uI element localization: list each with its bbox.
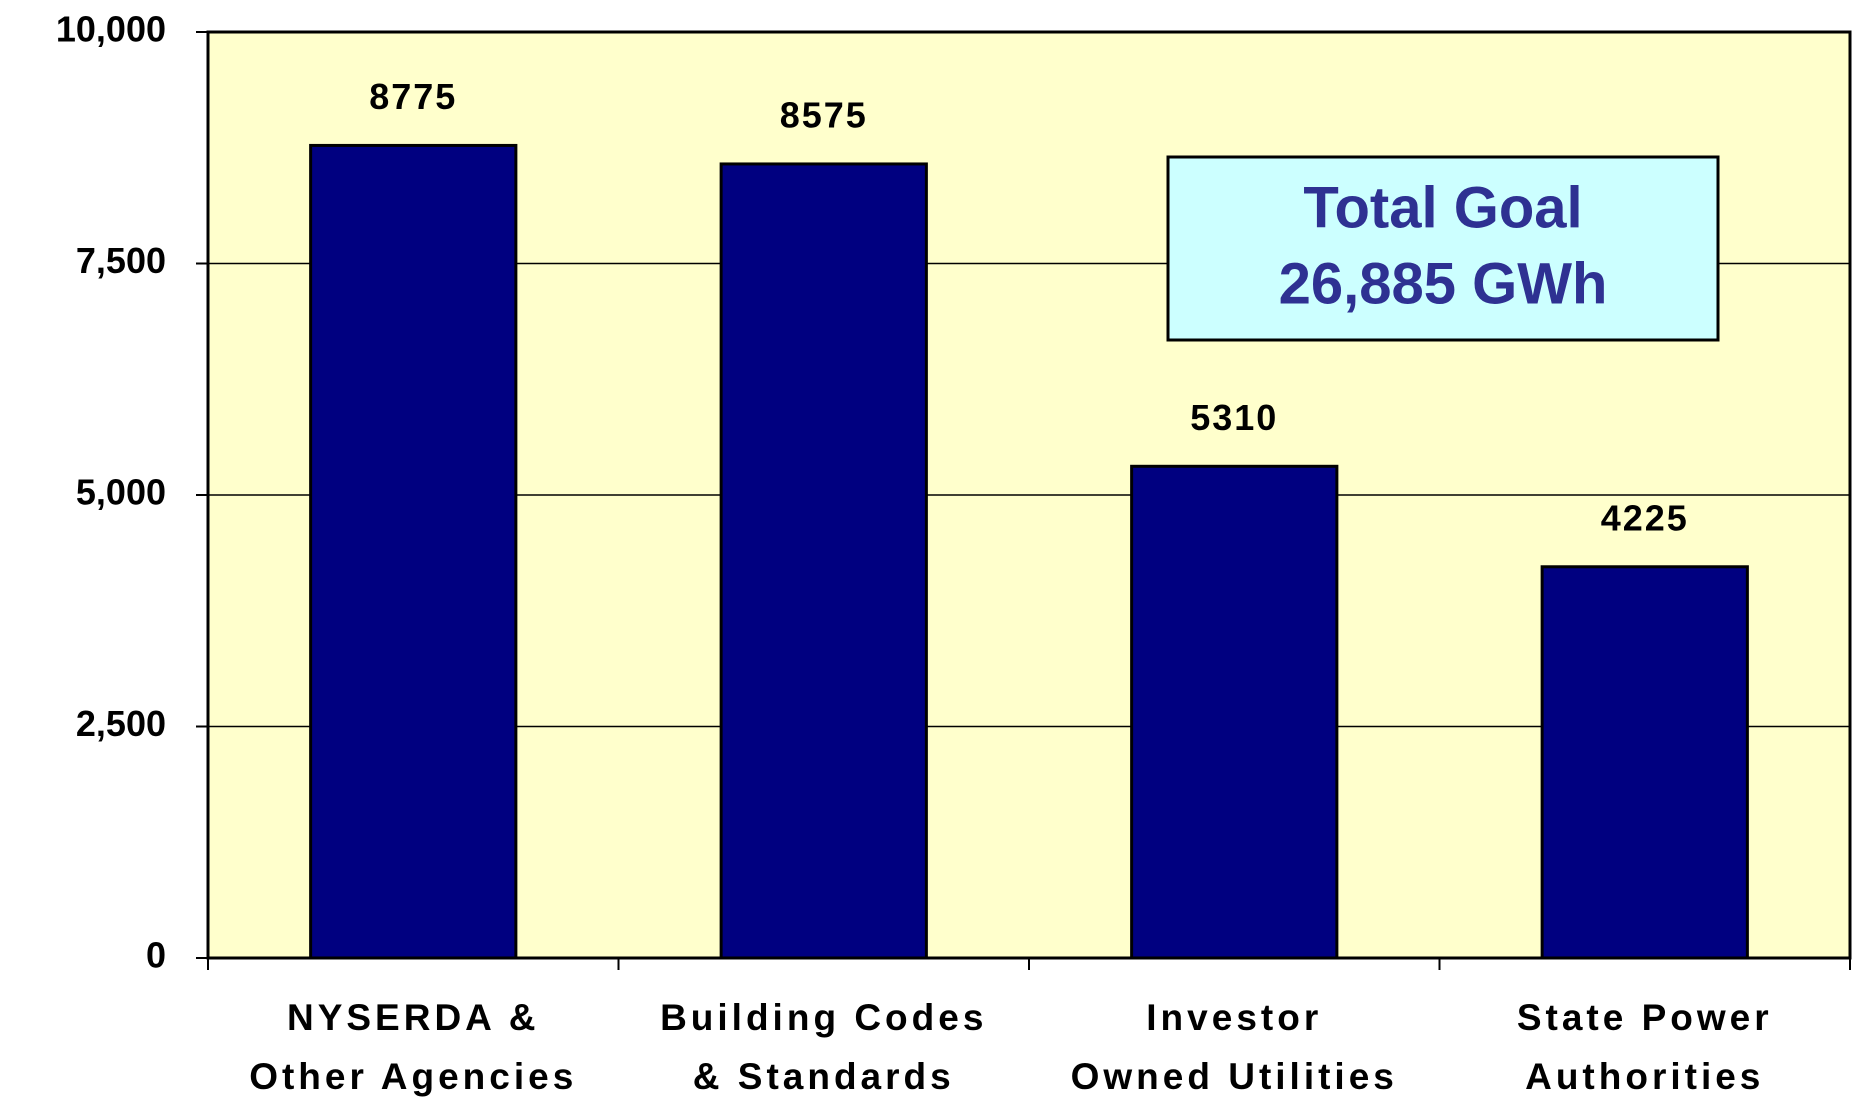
- y-tick-label: 5,000: [76, 472, 166, 513]
- x-tick-label: Other Agencies: [249, 1056, 577, 1097]
- value-label: 4225: [1601, 497, 1689, 538]
- annotation-box: [1166, 155, 1720, 342]
- bar: [309, 143, 518, 960]
- y-tick-label: 7,500: [76, 240, 166, 281]
- y-tick-label: 10,000: [56, 9, 166, 50]
- x-tick-label: Authorities: [1525, 1056, 1764, 1097]
- bar: [1130, 464, 1339, 960]
- x-tick-label: Investor: [1146, 997, 1322, 1038]
- bar: [1540, 565, 1749, 960]
- value-label: 8575: [780, 94, 868, 135]
- x-tick-label: State Power: [1517, 997, 1773, 1038]
- y-tick-label: 2,500: [76, 703, 166, 744]
- bar: [719, 162, 928, 960]
- value-label: 8775: [369, 76, 457, 117]
- x-tick-label: & Standards: [693, 1056, 955, 1097]
- x-tick-label: Building Codes: [660, 997, 987, 1038]
- annotation: 26,885 GWh: [1279, 251, 1608, 316]
- x-tick-label: NYSERDA &: [287, 997, 540, 1038]
- annotation: Total Goal: [1303, 175, 1582, 240]
- y-tick-label: 0: [146, 935, 166, 976]
- x-tick-label: Owned Utilities: [1071, 1056, 1398, 1097]
- value-label: 5310: [1190, 397, 1278, 438]
